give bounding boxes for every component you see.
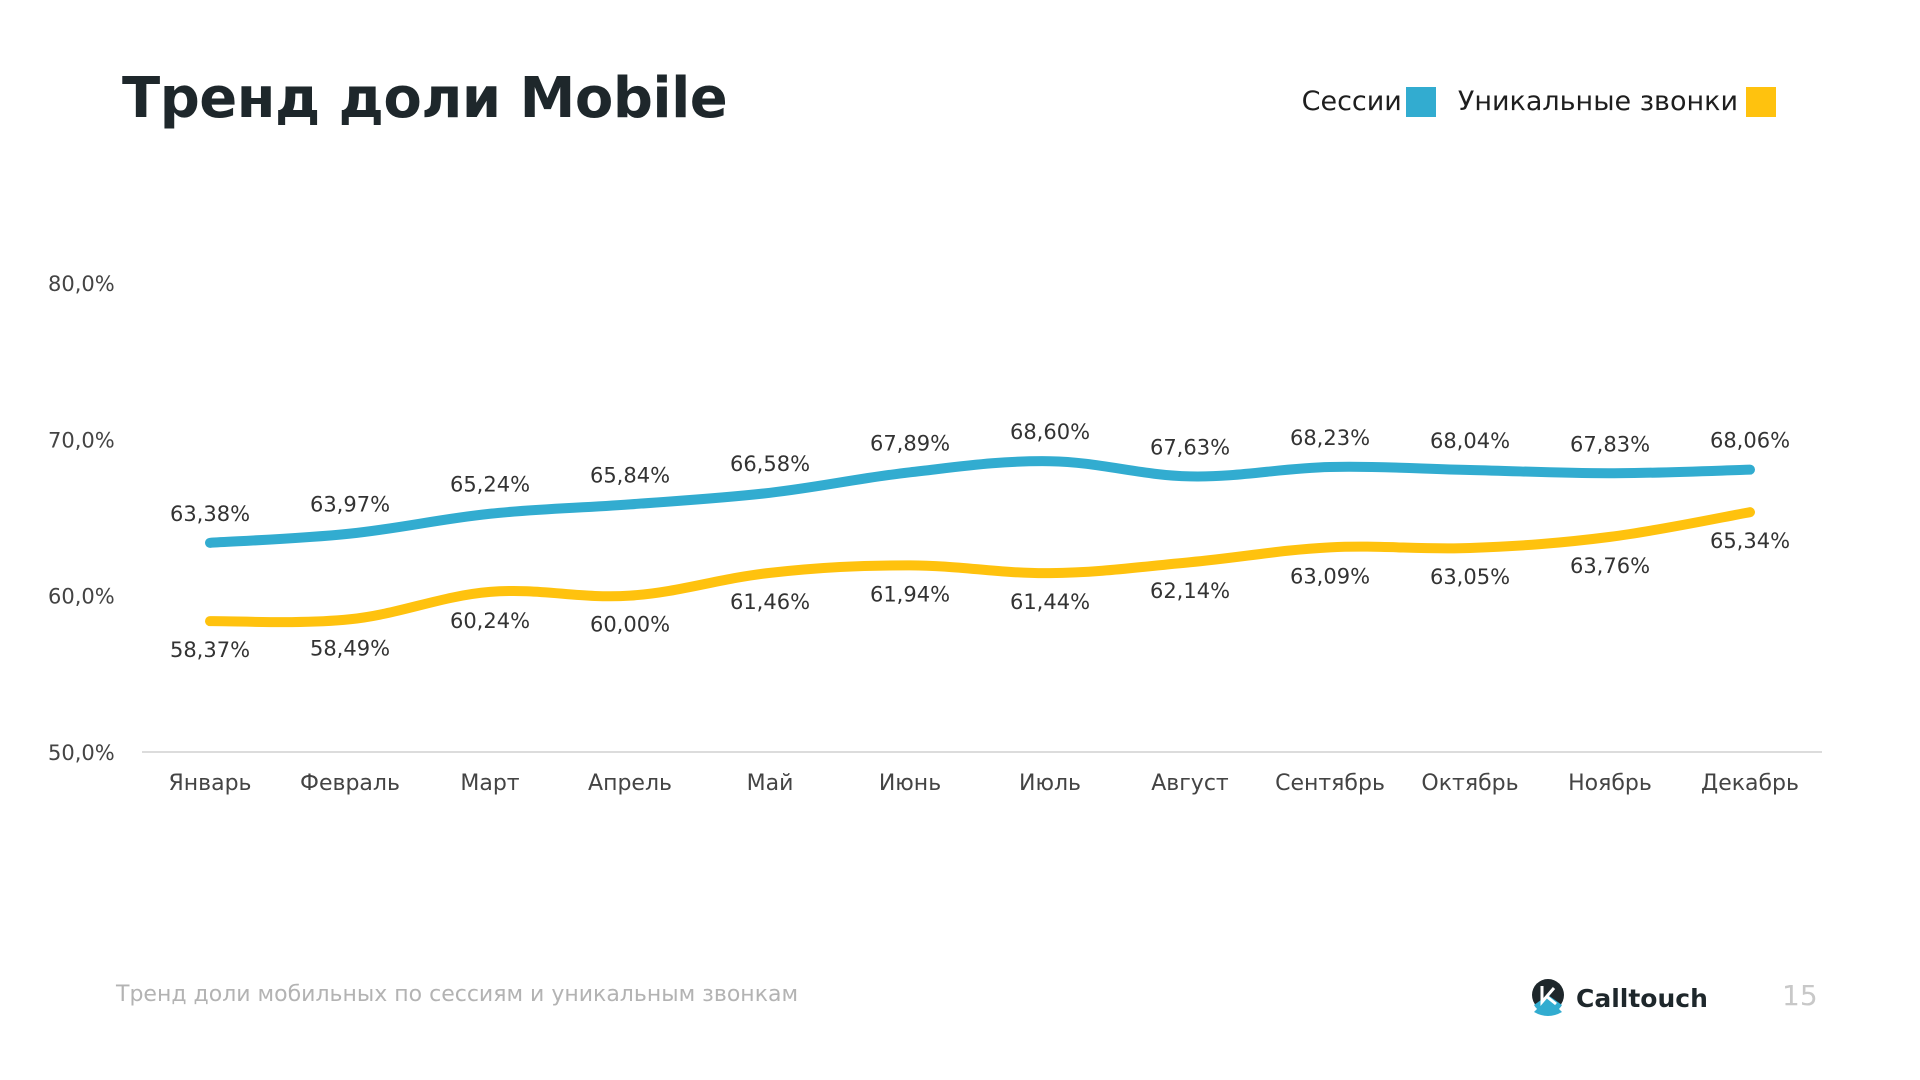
data-label: 61,44% — [1010, 590, 1090, 614]
legend-label-sessions: Сессии — [1301, 86, 1402, 117]
x-tick-label: Февраль — [300, 771, 400, 796]
data-label: 58,37% — [170, 638, 250, 662]
data-label: 61,94% — [870, 582, 950, 606]
y-axis: 50,0% 60,0% 70,0% 80,0% — [48, 272, 115, 765]
data-label: 58,49% — [310, 636, 390, 660]
data-label: 68,04% — [1430, 429, 1510, 453]
data-label: 65,24% — [450, 473, 530, 497]
data-label: 65,34% — [1710, 529, 1790, 553]
x-tick-label: Апрель — [588, 771, 672, 796]
data-label: 63,05% — [1430, 565, 1510, 589]
data-label: 68,06% — [1710, 429, 1790, 453]
legend-item-unique-calls: Уникальные звонки — [1458, 86, 1776, 117]
x-tick-label: Май — [747, 771, 794, 796]
data-label: 63,97% — [310, 493, 390, 517]
x-tick-label: Июль — [1019, 771, 1081, 796]
data-label: 67,63% — [1150, 435, 1230, 459]
legend-swatch-unique-calls — [1746, 86, 1776, 117]
x-axis: Январь Февраль Март Апрель Май Июнь Июль Август… — [168, 771, 1799, 796]
x-tick-label: Январь — [168, 771, 251, 796]
x-tick-label: Декабрь — [1701, 771, 1799, 796]
data-label: 63,09% — [1290, 564, 1370, 588]
data-label: 66,58% — [730, 452, 810, 476]
x-tick-label: Июнь — [879, 771, 941, 796]
data-label: 63,38% — [170, 502, 250, 526]
y-tick-label: 70,0% — [48, 428, 115, 452]
data-label: 65,84% — [590, 463, 670, 487]
x-tick-label: Март — [460, 771, 519, 796]
x-tick-label: Октябрь — [1421, 771, 1518, 796]
data-labels-layer: 63,38% 63,97% 65,24% 65,84% 66,58% 67,89% 68,6… — [170, 420, 1790, 662]
series-line-unique-calls — [205, 507, 1755, 628]
data-label: 63,76% — [1570, 554, 1650, 578]
legend-item-sessions: Сессии — [1302, 86, 1436, 117]
y-tick-label: 50,0% — [48, 741, 115, 765]
chart-legend: Сессии Уникальные звонки — [1280, 86, 1776, 117]
data-label: 67,83% — [1570, 432, 1650, 456]
data-label: 60,00% — [590, 613, 670, 637]
x-tick-label: Ноябрь — [1568, 771, 1652, 796]
y-tick-label: 60,0% — [48, 585, 115, 609]
slide-title: Тренд доли Mobile — [122, 66, 728, 131]
calltouch-logo-icon — [1532, 979, 1564, 1016]
data-label: 68,23% — [1290, 426, 1370, 450]
brand-name: Calltouch — [1576, 983, 1708, 1013]
data-label: 68,60% — [1010, 420, 1090, 444]
y-tick-label: 80,0% — [48, 272, 115, 296]
legend-label-unique-calls: Уникальные звонки — [1457, 86, 1738, 117]
legend-swatch-sessions — [1405, 86, 1436, 117]
series-layer — [205, 456, 1755, 628]
data-label: 67,89% — [870, 431, 950, 455]
data-label: 61,46% — [730, 590, 810, 614]
brand-logo: Calltouch — [1530, 978, 1708, 1018]
x-tick-label: Август — [1151, 771, 1229, 796]
page-number: 15 — [1782, 979, 1818, 1012]
x-tick-label: Сентябрь — [1275, 771, 1385, 796]
data-label: 62,14% — [1150, 579, 1230, 603]
data-label: 60,24% — [450, 609, 530, 633]
series-line-sessions — [205, 456, 1755, 548]
slide-caption: Тренд доли мобильных по сессиям и уникал… — [116, 982, 799, 1007]
